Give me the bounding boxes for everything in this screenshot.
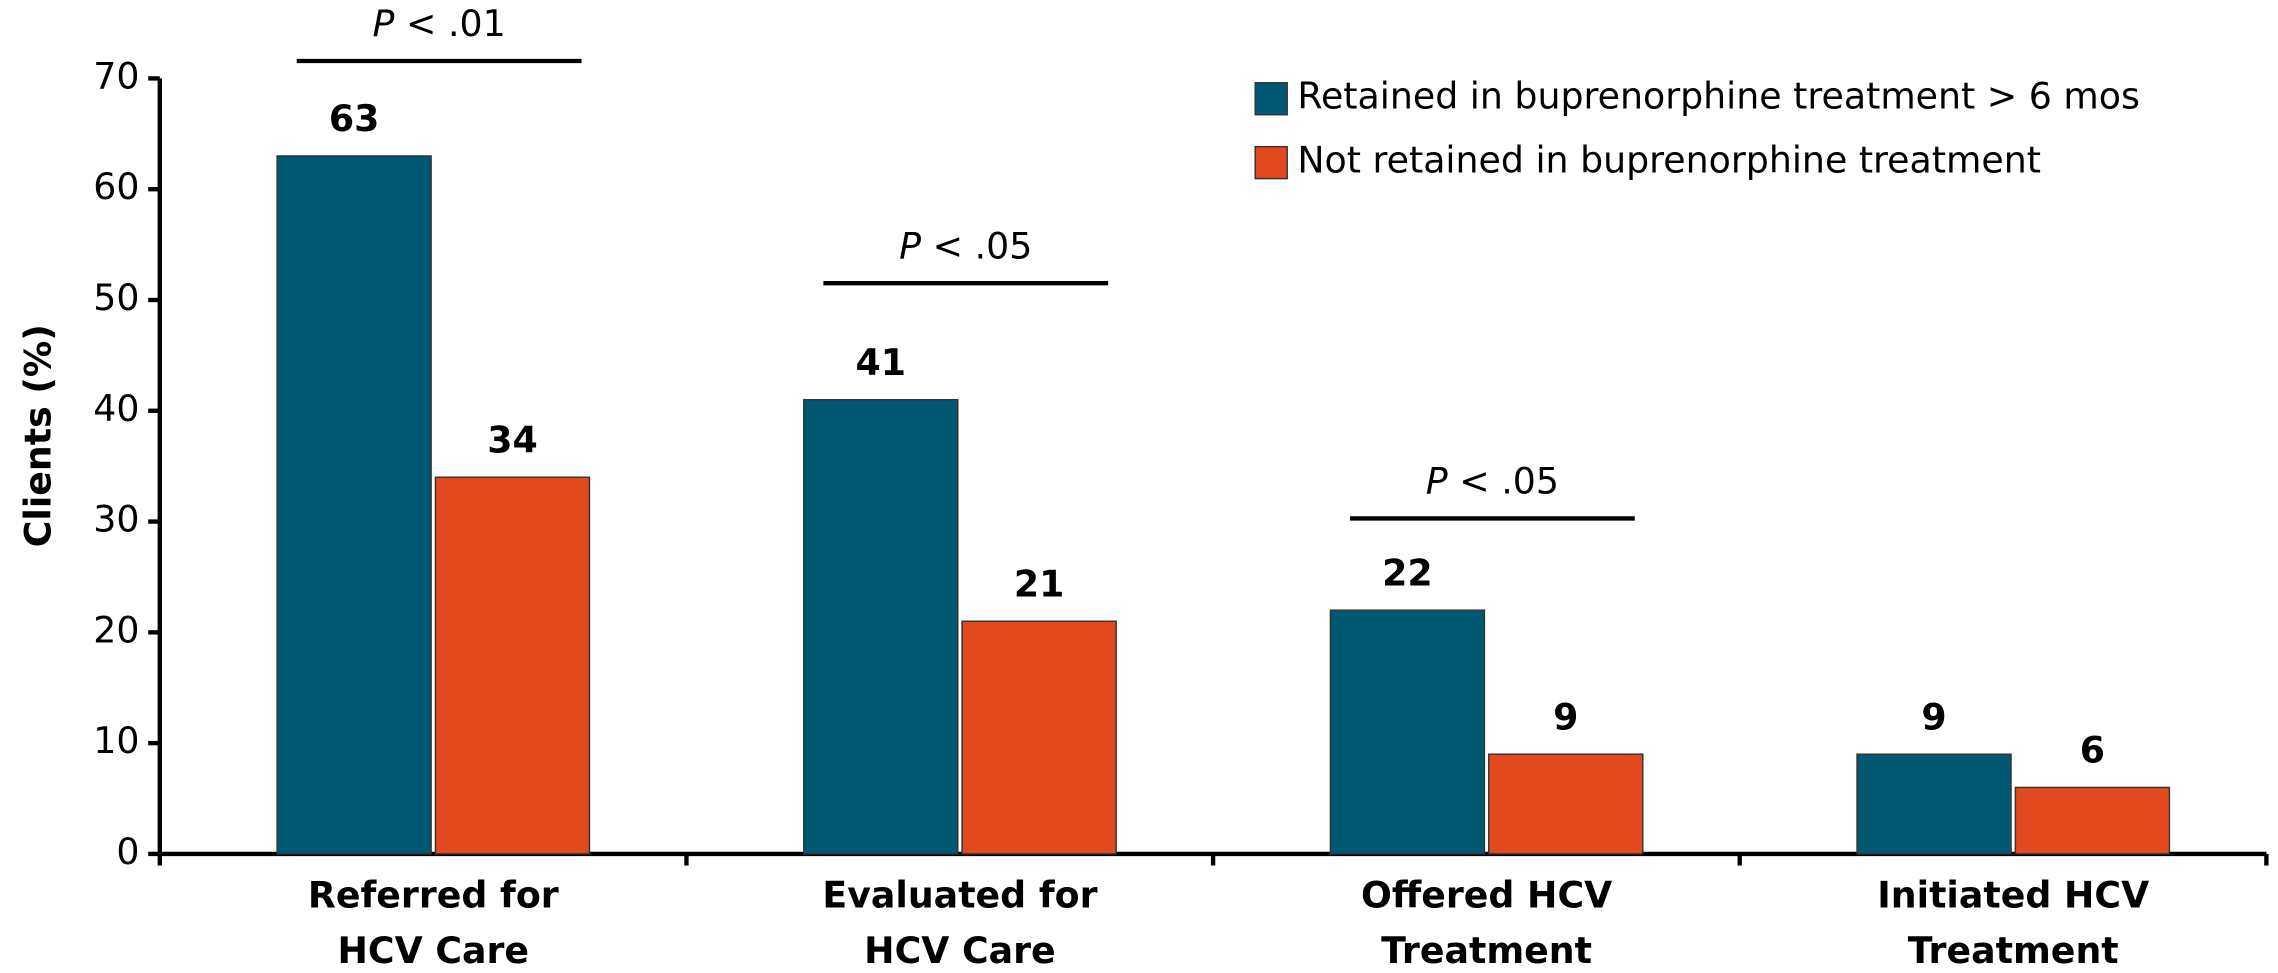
x-tick-label-box: Referred for HCV Care — [307, 874, 559, 972]
bar — [434, 476, 591, 855]
annotation-symbol: P — [899, 224, 921, 267]
data-label: 21 — [1014, 562, 1065, 605]
annotation: P < .05 — [1426, 460, 1559, 503]
data-label: 9 — [1921, 695, 1946, 738]
bar — [961, 620, 1117, 855]
data-label: 63 — [329, 97, 380, 140]
x-tick-label-box: Offered HCV Treatment — [1360, 874, 1613, 972]
legend-swatch — [1254, 82, 1288, 116]
x-tick-label: Referred for HCV Care — [307, 874, 559, 972]
annotation: P < .05 — [899, 224, 1032, 267]
y-tick-label: 30 — [93, 498, 139, 541]
data-label: 22 — [1382, 551, 1433, 594]
y-axis-title: Clients (%) — [17, 324, 60, 547]
y-tick-label: 40 — [93, 387, 139, 430]
data-label: 9 — [1553, 695, 1578, 738]
bar — [1329, 609, 1486, 855]
y-tick-label: 0 — [116, 830, 139, 873]
x-tick-label: Initiated HCV Treatment — [1877, 874, 2150, 972]
y-tick-label: 20 — [93, 608, 139, 651]
bar — [276, 155, 432, 855]
legend-label: Not retained in buprenorphine treatment — [1297, 139, 2041, 182]
bar — [2014, 786, 2171, 855]
annotation-symbol: P — [372, 2, 394, 45]
x-tick-label: Evaluated for HCV Care — [822, 874, 1098, 972]
annotation-symbol: P — [1426, 460, 1448, 503]
data-label: 41 — [856, 341, 907, 384]
annotation-text: < .05 — [1459, 460, 1559, 503]
y-tick-label: 50 — [93, 276, 139, 319]
annotation: P < .01 — [372, 2, 505, 45]
y-tick-label: 10 — [93, 719, 139, 762]
y-tick-label: 60 — [93, 165, 139, 208]
legend-swatch — [1254, 145, 1288, 180]
x-tick-label: Offered HCV Treatment — [1360, 874, 1613, 972]
bar — [803, 398, 959, 855]
data-label: 34 — [487, 418, 538, 461]
x-tick-label-box: Evaluated for HCV Care — [822, 874, 1098, 972]
y-tick-label: 70 — [93, 54, 139, 97]
legend-label: Retained in buprenorphine treatment > 6 … — [1297, 75, 2140, 118]
annotation-text: < .01 — [406, 2, 506, 45]
bar — [1488, 753, 1644, 855]
x-tick-label-box: Initiated HCV Treatment — [1877, 874, 2150, 972]
data-label: 6 — [2080, 729, 2105, 772]
annotation-text: < .05 — [933, 224, 1033, 267]
bar — [1856, 753, 2012, 855]
